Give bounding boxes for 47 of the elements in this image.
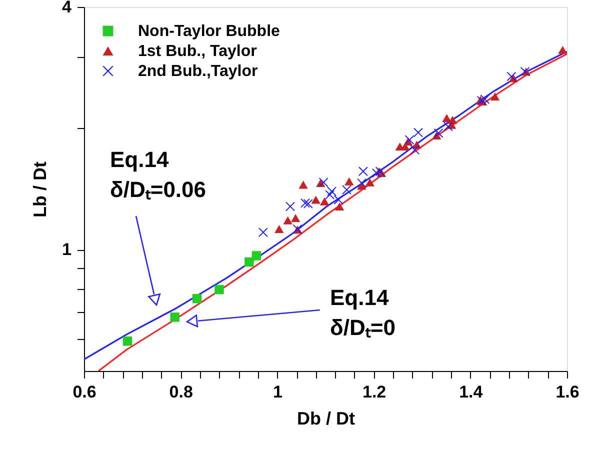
point [320,197,330,206]
point [325,190,334,200]
point [404,135,414,144]
point [490,92,500,100]
point [344,177,354,186]
point [244,257,254,267]
y-tick-label: 4 [62,0,72,16]
point [258,228,268,237]
point [357,178,366,188]
x-tick-label: 1.2 [362,382,386,402]
legend-label: 2nd Bub.,Taylor [138,63,258,80]
x-tick-label: 0.8 [169,382,193,402]
point [274,225,284,234]
x-tick-label: 0.6 [72,382,96,402]
point [290,214,300,222]
annotation: Eq.14 δ/Dₜ=0.06 [110,147,206,202]
point [170,312,180,322]
point [192,294,202,304]
x-tick-label: 1 [272,382,282,402]
point [311,196,320,204]
point [358,166,368,176]
point [342,185,352,194]
point [318,178,328,187]
point [252,251,262,260]
legend-label: 1st Bub., Taylor [138,43,257,60]
legend-label: Non-Taylor Bubble [138,23,280,40]
point [506,72,516,82]
point [444,122,453,132]
x-tick-label: 1.6 [556,382,580,402]
point [442,114,452,122]
y-axis-title: Lb / Dt [30,162,50,218]
point [410,145,420,154]
point [122,336,132,346]
point [480,94,490,104]
annotation: Eq.14 δ/Dₜ=0 [330,285,396,340]
point [365,178,375,186]
point [214,284,224,294]
x-axis-title: Db / Dt [297,408,355,428]
point [327,186,336,196]
point [286,202,295,212]
point [283,216,292,224]
x-tick-label: 1.4 [459,382,484,402]
point [558,46,568,54]
point [298,180,308,189]
point [434,128,444,138]
point [304,199,313,208]
point [334,202,344,210]
